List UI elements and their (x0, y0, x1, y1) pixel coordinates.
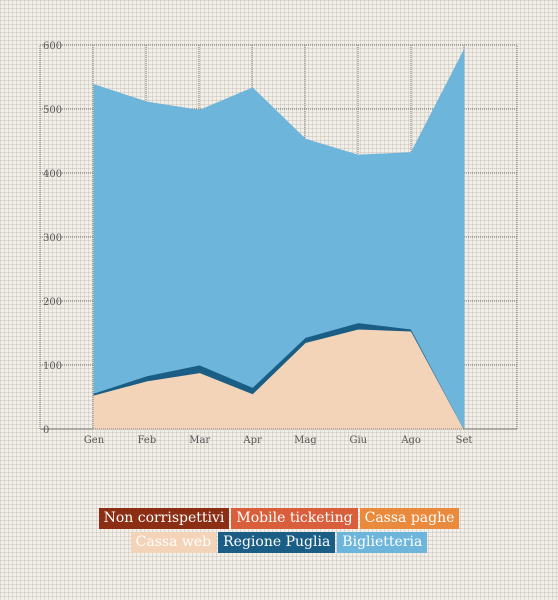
x-tick-label: Feb (137, 435, 156, 446)
y-tick-label: 500 (43, 105, 62, 116)
legend-item-biglietteria[interactable]: Biglietteria (337, 532, 428, 553)
x-tick-label: Mag (294, 435, 317, 446)
x-tick-label: Gen (84, 435, 105, 446)
legend-item-cassa-paghe[interactable]: Cassa paghe (359, 508, 460, 529)
plot-frame (39, 44, 518, 430)
y-tick-label: 400 (43, 169, 62, 180)
y-tick-label: 0 (43, 425, 49, 436)
y-axis: 0 100 200 300 400 500 600 (43, 41, 62, 436)
legend-row-1: Non corrispettivi Mobile ticketing Cassa p… (0, 508, 558, 529)
x-axis: Gen Feb Mar Apr Mag Giu Ago Set (84, 435, 473, 446)
legend-item-regione-puglia[interactable]: Regione Puglia (218, 532, 336, 553)
legend-item-mobile-ticketing[interactable]: Mobile ticketing (231, 508, 358, 529)
plot-border (39, 44, 518, 430)
x-tick-label: Mar (189, 435, 210, 446)
y-tick-label: 200 (43, 297, 62, 308)
series-areas (93, 49, 465, 430)
y-tick-label: 100 (43, 361, 62, 372)
area-chart: 0 100 200 300 400 500 600 Gen Feb Mar Apr Mag Giu Ag… (39, 41, 518, 446)
x-tick-label: Apr (242, 435, 262, 446)
legend-item-cassa-web[interactable]: Cassa web (130, 532, 217, 553)
y-tick-label: 300 (43, 233, 62, 244)
x-tick-label: Set (456, 435, 473, 446)
legend-row-2: Cassa web Regione Puglia Biglietteria (0, 532, 558, 553)
x-tick-label: Ago (400, 435, 421, 446)
x-tick-label: Giu (349, 435, 367, 446)
y-tick-label: 600 (43, 41, 62, 52)
legend-item-non-corrispettivi[interactable]: Non corrispettivi (98, 508, 230, 529)
